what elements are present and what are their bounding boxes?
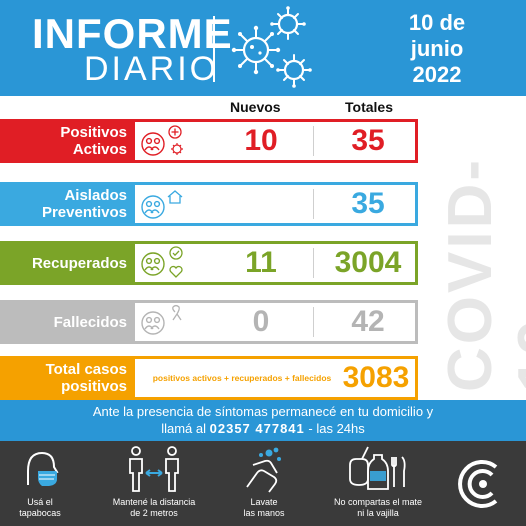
tip-label: Lavate las manos <box>226 497 302 519</box>
row-label: Aislados Preventivos <box>3 182 135 226</box>
column-divider <box>313 248 314 278</box>
report-date: 10 de junio 2022 <box>382 10 492 88</box>
row-label: Fallecidos <box>3 300 135 344</box>
row-icons <box>141 190 183 219</box>
people-icon <box>141 311 165 335</box>
label-line: Activos <box>72 141 127 158</box>
column-header-nuevos: Nuevos <box>230 99 281 115</box>
totales-value: 3004 <box>334 246 402 279</box>
label-line: Fallecidos <box>53 313 127 331</box>
row-recuperados: Recuperados 11 3004 <box>0 241 418 285</box>
title-informe: INFORME <box>32 10 233 57</box>
tip-line: ni la vajilla <box>357 508 399 518</box>
label-line: Recuperados <box>31 254 127 272</box>
row-label: Recuperados <box>3 241 135 285</box>
tip-line: tapabocas <box>19 508 61 518</box>
tip-label: Usá el tapabocas <box>8 497 72 519</box>
people-icon <box>141 195 165 219</box>
tip-line: Lavate <box>250 497 278 507</box>
tip-line: No compartas el mate <box>333 497 423 507</box>
totales-value: 35 <box>351 124 385 157</box>
date-month: junio <box>410 36 464 61</box>
label-line: Preventivos <box>41 204 127 221</box>
label-line: Positivos <box>60 124 127 141</box>
nuevos-value: 0 <box>252 305 270 338</box>
logo-icon <box>458 460 498 508</box>
total-formula: positivos activos + recuperados + fallec… <box>152 373 332 383</box>
notice-band: Ante la presencia de síntomas permanecé … <box>0 400 526 441</box>
people-icon <box>141 252 165 276</box>
social-distance-icon <box>129 446 179 492</box>
notice-line-1: Ante la presencia de síntomas permanecé … <box>92 404 434 419</box>
tip-lavate-manos: Lavate las manos <box>226 441 302 526</box>
virus-icon <box>171 143 183 155</box>
row-fallecidos: Fallecidos 0 42 <box>0 300 418 344</box>
tip-label: Mantené la distancia de 2 metros <box>94 497 214 519</box>
row-icons <box>141 304 182 335</box>
notice-line-2: llamá al 02357 477841 - las 24hs <box>0 420 526 437</box>
column-header-totales: Totales <box>345 99 393 115</box>
tip-line: Usá el <box>27 497 53 507</box>
heart-icon <box>169 265 183 278</box>
virus-icon <box>231 6 312 88</box>
tip-distancia: Mantené la distancia de 2 metros <box>94 441 214 526</box>
totales-value: 42 <box>351 305 385 338</box>
row-icons <box>141 125 183 156</box>
tip-line: de 2 metros <box>130 508 178 518</box>
cross-badge-icon <box>168 125 182 139</box>
label-line: positivos <box>61 378 127 395</box>
row-total-casos-positivos: Total casos positivos positivos activos … <box>0 356 418 400</box>
date-day: 10 de <box>408 10 466 35</box>
label-line: Total casos <box>45 361 127 378</box>
nuevos-value: 11 <box>245 246 277 279</box>
nuevos-value <box>211 185 311 223</box>
phone-number: 02357 477841 <box>209 421 305 436</box>
row-label: Positivos Activos <box>3 119 135 163</box>
ribbon-icon <box>172 304 182 321</box>
column-divider <box>313 126 314 156</box>
row-aislados-preventivos: Aislados Preventivos 35 <box>0 182 418 226</box>
people-icon <box>141 132 165 156</box>
notice-prefix: llamá al <box>161 421 206 436</box>
label-line: Aislados <box>64 187 127 204</box>
row-icons <box>141 246 183 278</box>
mate-dishes-icon <box>349 446 406 490</box>
house-icon <box>167 190 183 204</box>
tip-line: las manos <box>243 508 285 518</box>
covid-side-label: COVID-19 <box>436 157 526 392</box>
nuevos-value: 10 <box>244 124 278 157</box>
tip-mate-vajilla: No compartas el mate ni la vajilla <box>318 441 438 526</box>
tip-tapabocas: Usá el tapabocas <box>8 441 72 526</box>
column-divider <box>313 189 314 219</box>
title-divider <box>213 16 215 82</box>
date-year: 2022 <box>412 62 462 87</box>
header-banner: INFORME DIARIO <box>0 0 526 96</box>
prevention-tips: Usá el tapabocas Mantené la distancia de… <box>0 441 526 526</box>
totales-value: 3083 <box>342 361 410 394</box>
tip-label: No compartas el mate ni la vajilla <box>318 497 438 519</box>
row-positivos-activos: Positivos Activos 10 35 <box>0 119 418 163</box>
hand-washing-icon <box>246 447 281 493</box>
tip-line: Mantené la distancia <box>112 497 196 507</box>
tip-logo <box>448 441 518 526</box>
notice-suffix: - las 24hs <box>308 421 365 436</box>
column-divider <box>313 307 314 337</box>
totales-value: 35 <box>351 187 385 220</box>
row-label: Total casos positivos <box>3 356 135 400</box>
check-badge-icon <box>169 246 183 260</box>
face-mask-icon <box>27 451 59 486</box>
title-diario: DIARIO <box>84 50 220 88</box>
